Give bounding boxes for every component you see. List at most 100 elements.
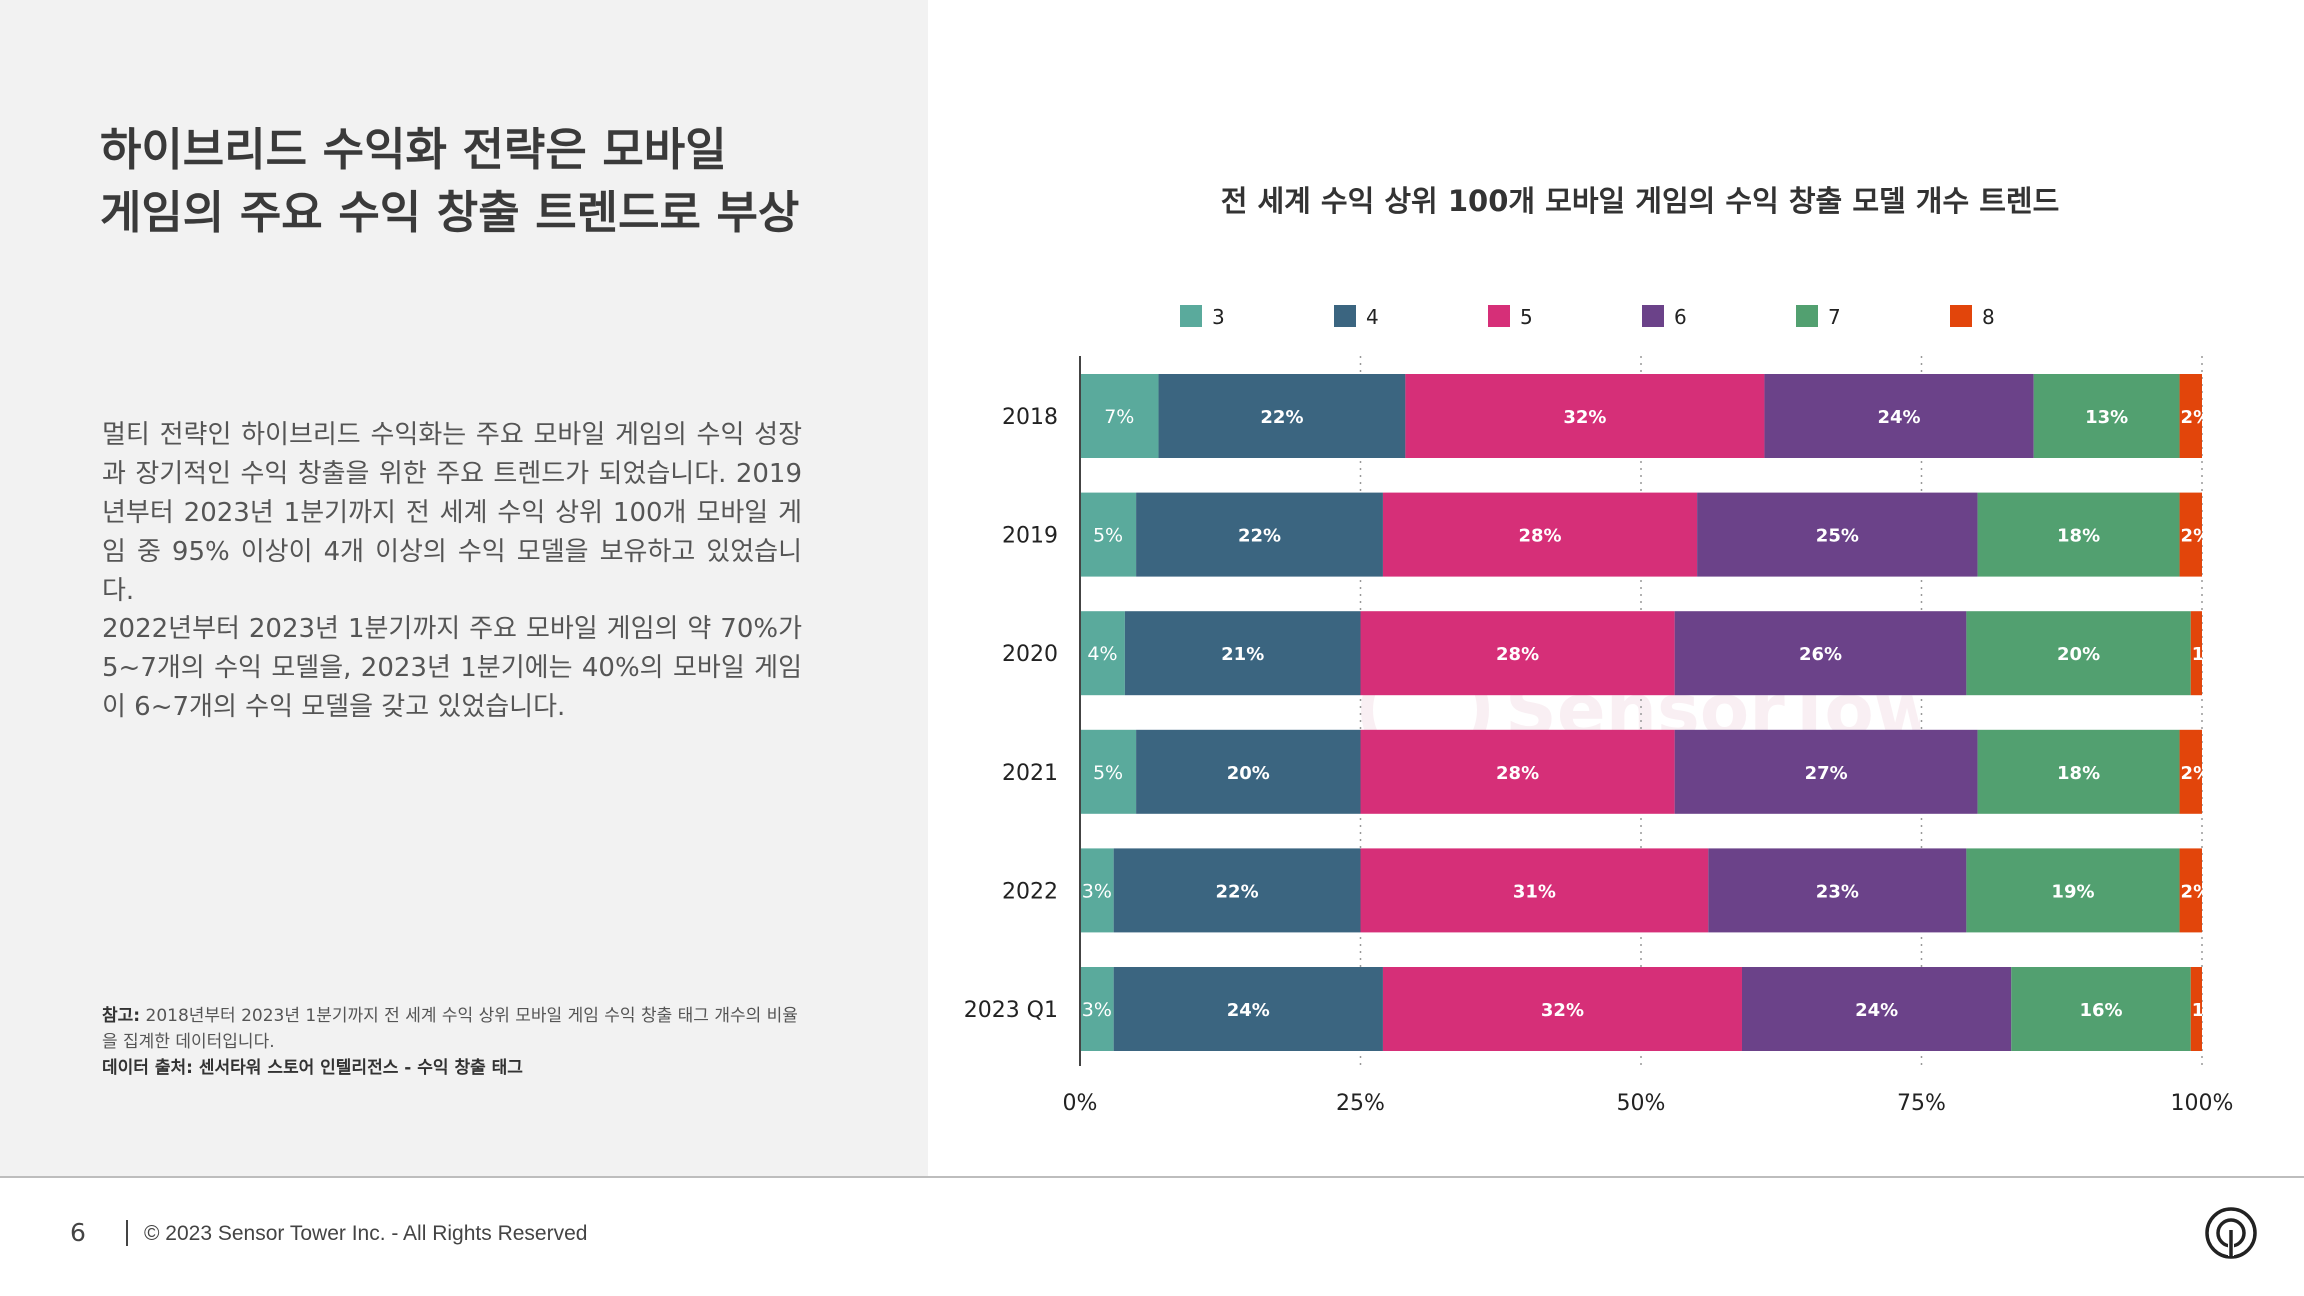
legend-item: 6 [1642,305,1687,329]
bar-segment [1113,967,1383,1051]
bar-segment [2179,374,2202,458]
bar-data-label: 27% [1805,763,1848,784]
chart-legend: 3 4 5 6 7 8 [1180,305,1995,329]
page-number-separator [126,1220,128,1246]
bar-segment [2190,611,2202,696]
bar-segment [2179,492,2202,577]
bar-segment [1080,848,1114,933]
bar-segment [2179,848,2202,933]
page-title-line-2: 게임의 주요 수익 창출 트렌드로 부상 [100,186,800,239]
bar-data-label: 22% [1238,526,1281,547]
bar-segment [2179,729,2202,814]
x-tick-label: 50% [1617,1091,1666,1116]
bar-data-label: 22% [1260,407,1303,428]
bar-segment [1382,492,1698,577]
chart-title: 전 세계 수익 상위 100개 모바일 게임의 수익 창출 모델 개수 트렌드 [1220,184,2060,218]
y-category-label: 2021 [1002,761,1058,786]
bar-row: 5% 20% 28% 27% 18% 2% [1080,729,2202,814]
legend-swatch [1488,305,1510,327]
y-category-label: 2022 [1002,879,1058,904]
bar-row: 5% 22% 28% 25% 18% 2% [1080,492,2212,577]
bar-segment [1764,374,2034,458]
legend-swatch [1642,305,1664,327]
y-category-label: 2018 [1002,405,1058,430]
bar-segment [1080,729,1137,814]
bar-data-label: 21% [1221,644,1264,665]
bar-segment [1080,492,1137,577]
bar-segment [1697,492,1978,577]
note-line: 참고: 2018년부터 2023년 1분기까지 전 세계 수익 상위 모바일 게… [102,1003,812,1055]
bar-data-label: 1% [2192,644,2223,665]
bar-data-label: 24% [1878,407,1921,428]
bar-row: 3% 24% 32% 24% 16% 1% [1080,967,2202,1051]
legend-item: 3 [1180,305,1225,329]
bar-segment [1360,729,1675,814]
bar-data-label: 25% [1816,526,1859,547]
bar-segment [1080,374,1159,458]
legend-swatch [1950,305,1972,327]
source-line: 데이터 출처: 센서타워 스토어 인텔리전스 - 수익 창출 태그 [102,1055,812,1081]
bar-data-label: 2% [2181,526,2212,547]
page-number: 6 [70,1218,86,1247]
bar-segment [1136,729,1361,814]
bar-segment [1405,374,1765,458]
bar-segment [1124,611,1361,696]
bar-segment [1977,729,2180,814]
bar-segment [1708,848,1967,933]
legend-item: 4 [1334,305,1379,329]
bar-segment [2190,967,2202,1051]
bar-data-label: 4% [1087,643,1117,665]
bar-data-label: 18% [2057,763,2100,784]
bar-data-label: 19% [2051,881,2094,902]
y-category-label: 2023 Q1 [964,998,1058,1023]
note-label: 참고: [102,1006,141,1026]
chart-y-axis-labels: 2018 2019 2020 2021 2022 2023 Q1 [964,405,1058,1023]
legend-label: 8 [1982,305,1995,329]
legend-swatch [1180,305,1202,327]
bar-data-label: 2% [2181,881,2212,902]
bar-segment [1360,611,1675,696]
bar-segment [2033,374,2180,458]
bar-data-label: 32% [1563,407,1606,428]
bar-segment [2011,967,2191,1051]
y-category-label: 2020 [1002,642,1058,667]
sensortower-logo-icon [2205,1207,2257,1259]
x-tick-label: 0% [1063,1091,1098,1116]
page-title-line-1: 하이브리드 수익화 전략은 모바일 [100,123,727,176]
bar-segment [1382,967,1742,1051]
bar-row: 4% 21% 28% 26% 20% 1% [1080,611,2223,696]
bar-row: 3% 22% 31% 23% 19% 2% [1080,848,2212,933]
bar-data-label: 16% [2079,1000,2122,1021]
bar-data-label: 5% [1093,525,1123,547]
bar-data-label: 20% [2057,644,2100,665]
legend-label: 3 [1212,305,1225,329]
note-text: 2018년부터 2023년 1분기까지 전 세계 수익 상위 모바일 게임 수익… [102,1006,798,1052]
bar-data-label: 28% [1518,526,1561,547]
bar-data-label: 7% [1104,406,1134,428]
legend-label: 6 [1674,305,1687,329]
stacked-bar-chart: 3 4 5 6 7 8 7% 22% 32% 24% 13% 2% 5% 22% 28% 25% 18% 2% 4… [964,305,2234,1116]
legend-label: 4 [1366,305,1379,329]
footnotes: 참고: 2018년부터 2023년 1분기까지 전 세계 수익 상위 모바일 게… [102,1003,812,1081]
bar-data-label: 31% [1513,881,1556,902]
x-tick-label: 75% [1897,1091,1946,1116]
bar-data-label: 13% [2085,407,2128,428]
chart-x-axis-labels: 0% 25% 50% 75% 100% [1063,1091,2234,1116]
bar-data-label: 26% [1799,644,1842,665]
y-category-label: 2019 [1002,524,1058,549]
bar-segment [1113,848,1361,933]
legend-swatch [1796,305,1818,327]
bar-segment [1966,848,2180,933]
legend-label: 7 [1828,305,1841,329]
bar-segment [1158,374,1406,458]
body-paragraph-2: 2022년부터 2023년 1분기까지 주요 모바일 게임의 약 70%가 5~… [102,614,802,722]
footer-divider [0,1176,2304,1178]
bar-segment [1674,729,1978,814]
bar-segment [1080,967,1114,1051]
bar-data-label: 22% [1216,881,1259,902]
legend-item: 5 [1488,305,1533,329]
body-paragraph-1: 멀티 전략인 하이브리드 수익화는 주요 모바일 게임의 수익 성장과 장기적인… [102,420,802,606]
bar-data-label: 32% [1541,1000,1584,1021]
legend-item: 8 [1950,305,1995,329]
bar-row: 7% 22% 32% 24% 13% 2% [1080,374,2202,458]
